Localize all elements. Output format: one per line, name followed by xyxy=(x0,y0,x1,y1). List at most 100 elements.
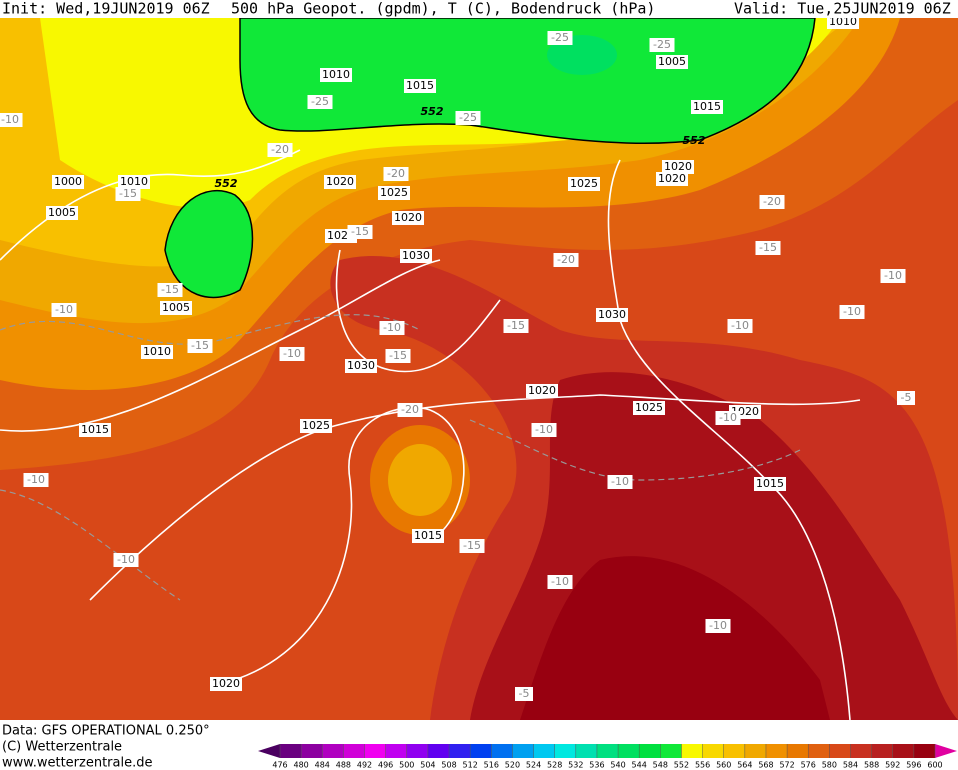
colorbar-tick-label: 576 xyxy=(801,761,816,770)
colorbar-tick-label: 568 xyxy=(758,761,773,770)
colorbar-swatch xyxy=(660,744,682,758)
isobar-label: 1020 xyxy=(528,384,556,397)
colorbar-swatch xyxy=(808,744,830,758)
isobar-label-box xyxy=(300,419,332,433)
geopotential-label: 552 xyxy=(215,177,238,190)
init-time: Init: Wed,19JUN2019 06Z xyxy=(2,0,210,18)
isobar-label-box xyxy=(412,529,444,543)
colorbar-tick-label: 572 xyxy=(779,761,794,770)
isobar-label: 1015 xyxy=(414,529,442,542)
temperature-label: -10 xyxy=(117,553,135,566)
isobar-label-box xyxy=(404,79,436,93)
temperature-label: -20 xyxy=(271,143,289,156)
temperature-label: -10 xyxy=(611,475,629,488)
temperature-label-box xyxy=(515,687,533,701)
isobar-label-box xyxy=(568,177,600,191)
colorbar-tick-label: 500 xyxy=(399,761,414,770)
temperature-label: -15 xyxy=(507,319,525,332)
temperature-label-box xyxy=(759,195,785,209)
colorbar-swatch xyxy=(681,744,704,758)
temperature-label-box xyxy=(23,473,49,487)
colorbar-arrow xyxy=(258,744,280,758)
isobar-label-box xyxy=(754,477,786,491)
temperature-label: -10 xyxy=(719,411,737,424)
temperature-label-box xyxy=(547,31,573,45)
temperature-label: -25 xyxy=(311,95,329,108)
colorbar-swatch xyxy=(533,744,556,758)
isobar-label: 1015 xyxy=(693,100,721,113)
temperature-label: -10 xyxy=(884,269,902,282)
colorbar-tick-label: 480 xyxy=(293,761,308,770)
colorbar-tick-label: 536 xyxy=(589,761,604,770)
isobar-label-box xyxy=(656,172,688,186)
temperature-label: -20 xyxy=(557,253,575,266)
temperature-label-box xyxy=(503,319,529,333)
colorbar-tick-label: 492 xyxy=(357,761,372,770)
isobar-label-box xyxy=(691,100,723,114)
temperature-label: -10 xyxy=(283,347,301,360)
isobar-label: 1025 xyxy=(302,419,330,432)
isobar-label-box xyxy=(210,677,242,691)
temperature-label-box xyxy=(279,347,305,361)
colorbar-swatch xyxy=(491,744,513,758)
isobar-label-box xyxy=(160,301,192,315)
isobar-label: 1020 xyxy=(394,211,422,224)
colorbar-tick-label: 488 xyxy=(336,761,351,770)
temperature-label: -10 xyxy=(27,473,45,486)
colorbar-swatch xyxy=(765,744,788,758)
data-source: Data: GFS OPERATIONAL 0.250° xyxy=(2,724,210,739)
temperature-label-box xyxy=(705,619,731,633)
colorbar-tick-label: 520 xyxy=(505,761,520,770)
temperature-label-box xyxy=(649,38,675,52)
colorbar-swatch xyxy=(871,744,894,758)
temperature-label-box xyxy=(157,283,183,297)
isobar-label-box xyxy=(118,175,150,189)
temperature-label-box xyxy=(383,167,409,181)
temperature-label: -15 xyxy=(191,339,209,352)
isobar-label-box xyxy=(345,359,377,373)
isobar-label: 1020 xyxy=(212,677,240,690)
temperature-label-box xyxy=(307,95,333,109)
colorbar-tick-label: 556 xyxy=(695,761,710,770)
isobar-label: 1030 xyxy=(347,359,375,372)
colorbar-tick-label: 584 xyxy=(843,761,858,770)
colorbar-tick-label: 508 xyxy=(441,761,456,770)
isobar-label-box xyxy=(596,308,628,322)
isobar-label: 1010 xyxy=(120,175,148,188)
colorbar-swatch xyxy=(322,744,344,758)
temperature-label-box xyxy=(459,539,485,553)
temperature-label-box xyxy=(397,403,423,417)
colorbar-tick-label: 544 xyxy=(632,761,647,770)
colorbar-swatch xyxy=(301,744,323,758)
temperature-label-box xyxy=(113,553,139,567)
contour-labels: 1010 1015 1005 1015 1000 1010 1005 1020 1025 1020… xyxy=(0,15,915,701)
colorbar-swatch xyxy=(850,744,873,758)
temperature-label-box xyxy=(727,319,753,333)
isobar-label-box xyxy=(392,211,424,225)
temperature-label-box xyxy=(897,391,915,405)
isobar-label: 1005 xyxy=(658,55,686,68)
colorbar-swatch xyxy=(554,744,577,758)
temperature-label: -15 xyxy=(351,225,369,238)
temperature-label: -10 xyxy=(55,303,73,316)
colorbar-tick-label: 484 xyxy=(315,761,330,770)
temperature-label: -15 xyxy=(119,187,137,200)
colorbar-swatch xyxy=(913,744,936,758)
isobar-label-box xyxy=(141,345,173,359)
isobar-label: 1015 xyxy=(406,79,434,92)
isobar-label: 1020 xyxy=(658,172,686,185)
colorbar-swatch xyxy=(892,744,915,758)
colorbar-swatch xyxy=(470,744,492,758)
valid-time: Valid: Tue,25JUN2019 06Z xyxy=(734,0,951,18)
temperature-label: -10 xyxy=(383,321,401,334)
temperature-label: -15 xyxy=(463,539,481,552)
temperature-label: -25 xyxy=(459,111,477,124)
temperature-label-box xyxy=(547,575,573,589)
isobar-label: 1010 xyxy=(143,345,171,358)
colorbar-swatch xyxy=(343,744,366,758)
colorbar-tick-label: 596 xyxy=(906,761,921,770)
temperature-label-box xyxy=(267,143,293,157)
colorbar-swatch xyxy=(639,744,661,758)
